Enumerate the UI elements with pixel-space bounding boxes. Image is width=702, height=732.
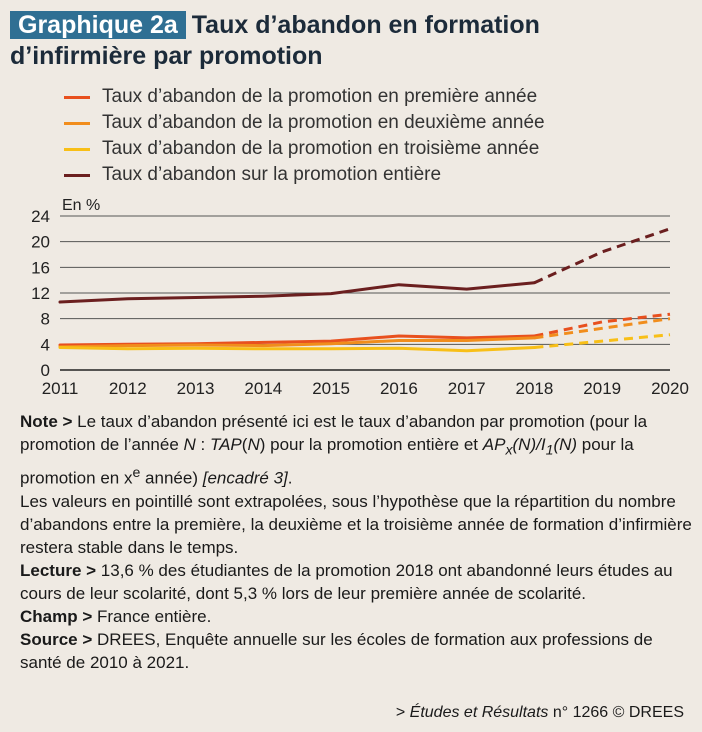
x-tick-label: 2020 [651,379,689,398]
y-tick-label: 12 [31,284,50,303]
y-tick-label: 16 [31,258,50,277]
footer-prefix: > [395,704,410,721]
note-var-n: N [183,435,196,454]
note-extrapolation: Les valeurs en pointillé sont extrapolée… [20,492,692,558]
lecture-label: Lecture > [20,561,97,581]
champ-paragraph: Champ > France entière. [20,605,692,628]
champ-text: France entière. [92,607,212,627]
note-text: ) pour la promotion entière et [259,435,483,454]
series-extrapolated-line-0 [534,312,671,338]
x-tick-label: 2015 [312,379,350,398]
note-var-ap: AP [482,435,506,454]
x-tick-label: 2018 [516,379,554,398]
note-sub-x: x [505,442,513,459]
legend-item-second-year: Taux d’abandon de la promotion en deuxiè… [64,110,545,136]
line-chart: 0 4 8 12 16 20 24 En % 2011 2012 2013 2014 2015 2016 2… [31,197,689,398]
legend-label-whole-promotion: Taux d’abandon sur la promotion entière [102,164,442,185]
note-text: année) [140,469,203,489]
y-tick-label: 24 [31,207,50,226]
series-line-1 [58,336,536,349]
note-var-n: (N) [553,435,578,454]
series-line-3 [58,281,536,304]
series-extrapolated-line-2 [534,333,671,349]
note-text: : [195,435,210,454]
x-tick-label: 2013 [177,379,215,398]
note-text: ( [241,435,248,454]
chart-title: Graphique 2a Taux d’abandon en formation … [10,10,690,72]
graph-number-badge: Graphique 2a [10,11,186,39]
y-tick-label: 8 [41,310,50,329]
chart-legend: Taux d’abandon de la promotion en premiè… [64,84,545,188]
source-text: DREES, Enquête annuelle sur les écoles d… [20,630,653,673]
lecture-paragraph: Lecture > 13,6 % des étudiantes de la pr… [20,559,692,605]
x-tick-label: 2011 [42,379,79,398]
legend-label-first-year: Taux d’abandon de la promotion en premiè… [102,86,538,107]
series-line-2 [58,346,536,353]
note-text: . [287,469,293,489]
series-extrapolated-line-3 [533,227,671,285]
footer-publication: Études et Résultats [409,704,549,721]
y-tick-label: 4 [41,335,50,354]
legend-item-first-year: Taux d’abandon de la promotion en premiè… [64,84,545,110]
title-line-1: Taux d’abandon en formation [191,11,540,39]
note-var-ratio: (N)/I [512,435,546,454]
legend-swatch-whole-promotion [64,173,90,177]
source-paragraph: Source > DREES, Enquête annuelle sur les… [20,628,692,674]
x-tick-label: 2012 [109,379,147,398]
legend-swatch-third-year [64,147,90,151]
note-var-tap: TAP [209,435,242,454]
legend-label-third-year: Taux d’abandon de la promotion en troisi… [102,138,540,159]
legend-label-second-year: Taux d’abandon de la promotion en deuxiè… [102,112,545,133]
note-label: Note > [20,412,73,431]
series-extrapolated-line-1 [534,317,671,340]
note-sup-e: e [132,465,141,482]
note-var-n: N [247,435,260,454]
x-tick-label: 2014 [244,379,282,398]
legend-item-third-year: Taux d’abandon de la promotion en troisi… [64,136,545,162]
note-reference: [encadré 3] [202,469,288,489]
champ-label: Champ > [20,607,93,627]
chart-notes: Note > Le taux d’abandon présenté ici es… [20,410,692,674]
lecture-text: 13,6 % des étudiantes de la promotion 20… [20,561,673,604]
publication-footer: > Études et Résultats n° 1266 © DREES [396,704,684,722]
legend-swatch-second-year [64,121,90,125]
note-text: Le taux d’abandon présenté ici est le ta… [20,412,648,454]
legend-item-whole-promotion: Taux d’abandon sur la promotion entière [64,162,545,188]
legend-swatch-first-year [64,95,90,99]
x-tick-label: 2019 [583,379,621,398]
y-tick-label: 0 [41,361,50,380]
title-line-2: d’infirmière par promotion [10,42,323,70]
source-label: Source > [20,630,93,650]
note-paragraph: Note > Le taux d’abandon présenté ici es… [20,410,692,490]
x-tick-label: 2017 [448,379,486,398]
note-text: pour la promotion en x [20,435,634,489]
x-tick-label: 2016 [380,379,418,398]
note-sub-1: 1 [545,442,554,459]
footer-suffix: n° 1266 © DREES [548,704,684,721]
y-unit-label: En % [62,197,100,214]
y-tick-label: 20 [31,233,50,252]
